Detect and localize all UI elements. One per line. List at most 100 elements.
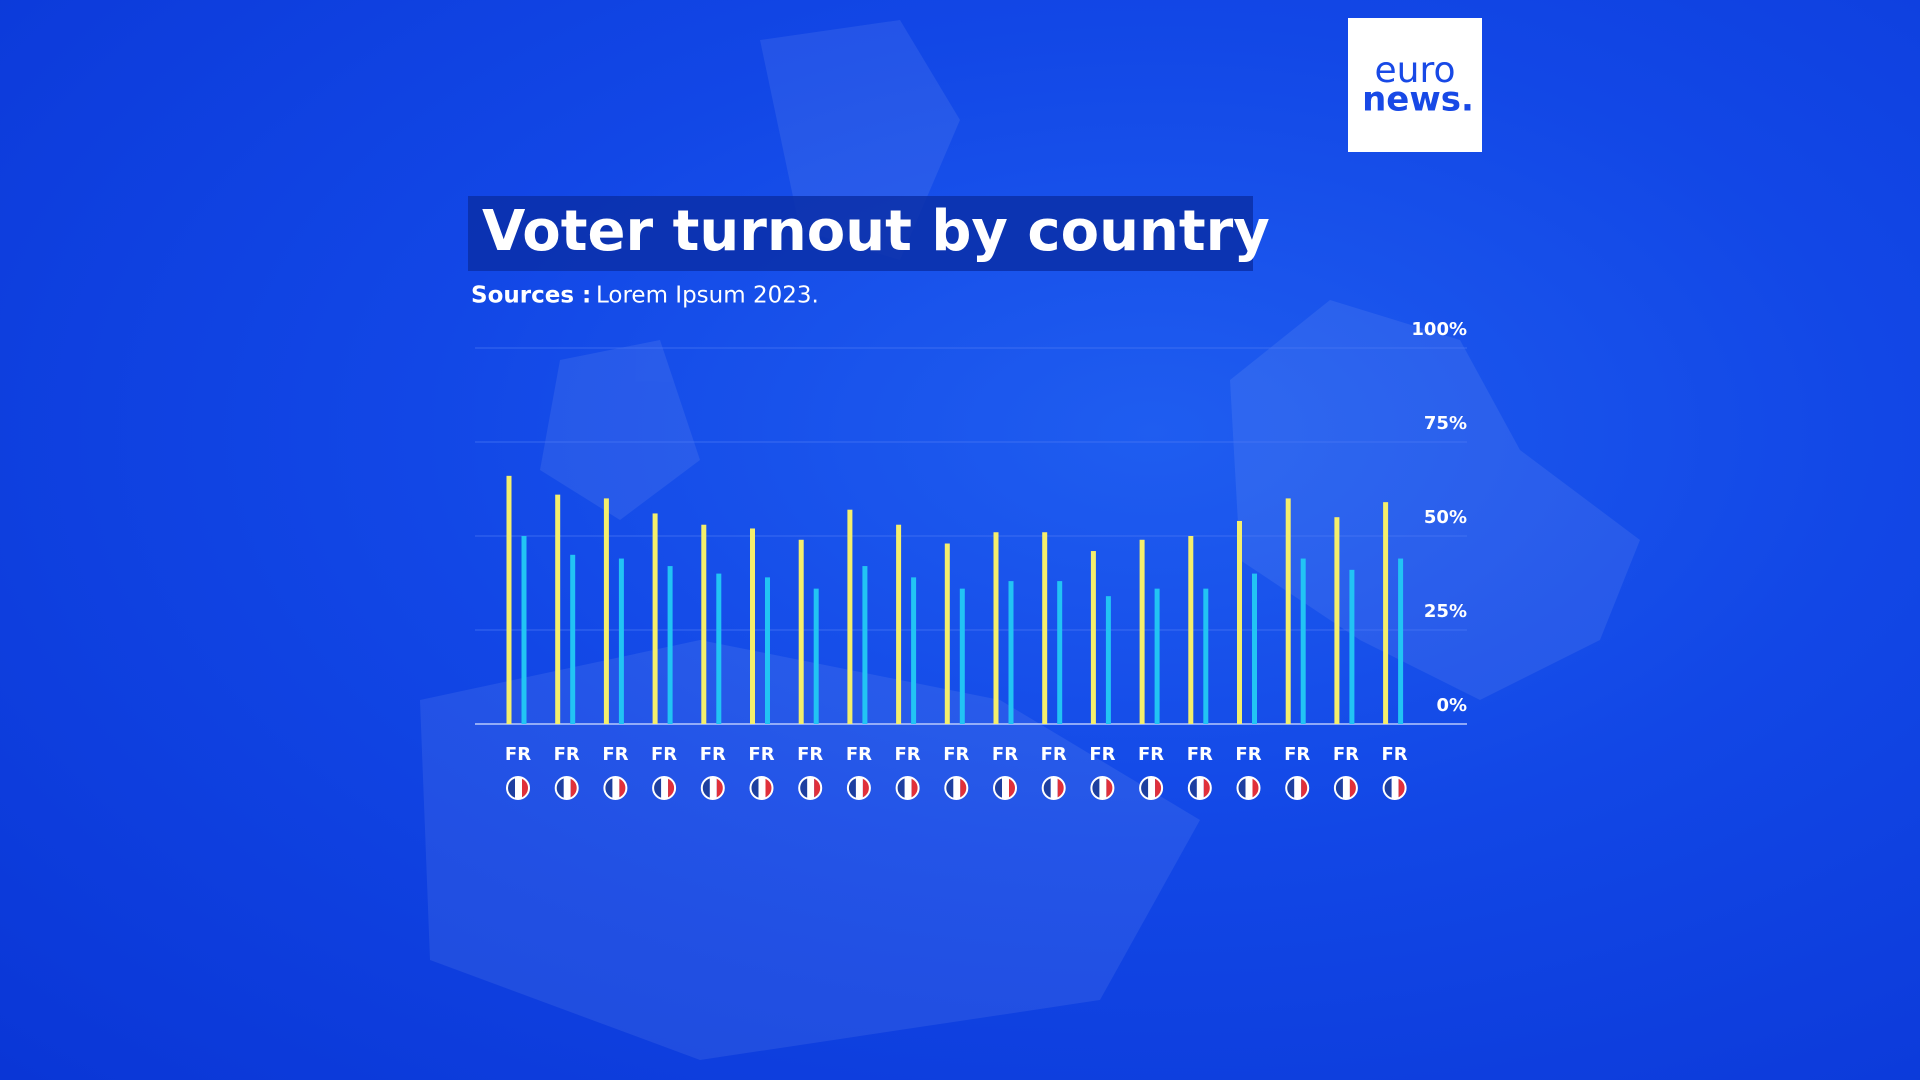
x-tick-label: FR xyxy=(846,744,872,765)
flag-border xyxy=(652,776,677,800)
bar xyxy=(506,475,512,724)
x-tick-label: FR xyxy=(1284,744,1310,765)
flag-icon xyxy=(895,776,920,800)
flag-stripe xyxy=(799,777,808,799)
bar xyxy=(1203,588,1209,724)
map-background xyxy=(420,20,1640,1060)
flag-icon xyxy=(798,776,823,800)
x-tick-label: FR xyxy=(992,744,1018,765)
flag-stripe xyxy=(911,777,919,799)
flag-stripe xyxy=(1042,777,1051,799)
flag-stripe xyxy=(1002,777,1009,799)
flag-stripe xyxy=(619,777,627,799)
flag-stripe xyxy=(1099,777,1107,799)
x-tick-label: FR xyxy=(602,744,628,765)
flag-icon xyxy=(1090,776,1115,800)
y-tick-label: 50% xyxy=(1424,507,1467,528)
flag-border xyxy=(749,776,774,800)
flag-stripe xyxy=(847,777,856,799)
flag-stripe xyxy=(855,777,863,799)
flag-stripe xyxy=(1140,777,1149,799)
bar xyxy=(959,588,965,724)
bar xyxy=(1349,569,1355,724)
bar xyxy=(862,566,868,724)
x-tick-label: FR xyxy=(1089,744,1115,765)
flag-clip xyxy=(1334,777,1357,799)
logo-box xyxy=(1348,18,1482,152)
flag-icon xyxy=(1382,776,1407,800)
flag-clip xyxy=(847,777,870,799)
flag-clip xyxy=(994,777,1016,799)
flag-stripe xyxy=(661,777,669,799)
flag-stripe xyxy=(555,777,564,799)
x-tick-label: FR xyxy=(1382,744,1408,765)
flag-border xyxy=(944,776,969,800)
bar xyxy=(1008,581,1014,724)
x-tick-label: FR xyxy=(505,744,531,765)
flag-border xyxy=(1139,776,1164,800)
flag-stripe xyxy=(716,777,724,799)
flag-border xyxy=(846,776,871,800)
flag-icon xyxy=(506,776,530,800)
flag-stripe xyxy=(1301,777,1309,799)
bar xyxy=(1057,581,1063,724)
flag-border xyxy=(554,776,579,800)
bar xyxy=(1334,517,1340,724)
y-tick-label: 0% xyxy=(1436,695,1467,716)
flag-stripe xyxy=(1057,777,1065,799)
flag-stripe xyxy=(653,777,662,799)
flag-icon xyxy=(554,776,579,800)
flag-stripe xyxy=(604,777,613,799)
bar xyxy=(1105,596,1111,724)
flag-stripe xyxy=(522,777,529,799)
flag-icon xyxy=(749,776,774,800)
flag-stripe xyxy=(1091,777,1100,799)
flag-stripe xyxy=(1391,777,1399,799)
source-text: Lorem Ipsum 2023. xyxy=(596,283,819,309)
flag-clip xyxy=(1286,777,1309,799)
bar xyxy=(944,543,950,724)
flag-clip xyxy=(1091,777,1114,799)
flag-icon xyxy=(1236,776,1261,800)
bar xyxy=(716,573,722,724)
flag-clip xyxy=(1140,777,1163,799)
bar xyxy=(765,577,770,724)
flag-stripe xyxy=(1294,777,1302,799)
flag-icon xyxy=(700,776,725,800)
flag-stripe xyxy=(904,777,912,799)
flag-clip xyxy=(604,777,627,799)
x-tick-label: FR xyxy=(1235,744,1261,765)
flag-clip xyxy=(653,777,676,799)
x-tick-label: FR xyxy=(943,744,969,765)
flag-border xyxy=(1187,776,1212,800)
flag-stripe xyxy=(1188,777,1197,799)
source-label: Sources : xyxy=(471,283,591,309)
flag-stripe xyxy=(1203,777,1211,799)
flag-stripe xyxy=(896,777,905,799)
flag-clip xyxy=(1383,777,1406,799)
flag-border xyxy=(1333,776,1358,800)
x-tick-label: FR xyxy=(797,744,823,765)
flag-border xyxy=(506,776,530,800)
bar xyxy=(1090,551,1096,724)
flag-clip xyxy=(750,777,773,799)
bar xyxy=(750,528,755,724)
flag-stripe xyxy=(1245,777,1253,799)
x-tick-label: FR xyxy=(1041,744,1067,765)
x-tick-label: FR xyxy=(748,744,774,765)
flag-clip xyxy=(507,777,529,799)
bar xyxy=(603,498,609,724)
x-tick-label: FR xyxy=(1187,744,1213,765)
x-tick-label: FR xyxy=(554,744,580,765)
flag-clip xyxy=(799,777,822,799)
flag-icon xyxy=(1041,776,1066,800)
bar xyxy=(1188,536,1194,724)
flag-stripe xyxy=(1286,777,1295,799)
flag-stripe xyxy=(1148,777,1156,799)
bar xyxy=(1383,502,1389,724)
bar xyxy=(896,524,902,724)
flag-icon xyxy=(1285,776,1310,800)
flag-clip xyxy=(1042,777,1065,799)
flag-clip xyxy=(555,777,578,799)
bar xyxy=(555,494,561,724)
